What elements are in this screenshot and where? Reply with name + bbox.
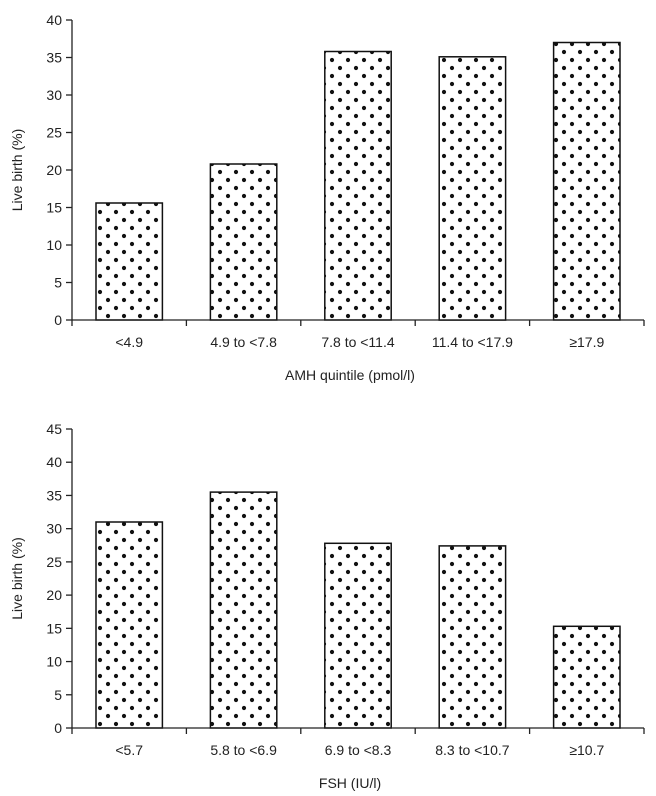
x-tick-label: 5.8 to <6.9 xyxy=(210,742,277,758)
bar-2 xyxy=(209,163,278,321)
y-tick-label: 25 xyxy=(46,554,62,570)
y-tick-label: 15 xyxy=(46,620,62,636)
y-tick-label: 0 xyxy=(54,720,62,736)
x-tick-label: 8.3 to <10.7 xyxy=(435,742,510,758)
bar-3 xyxy=(324,50,392,321)
y-axis-title: Live birth (%) xyxy=(9,537,25,619)
x-tick-label: <5.7 xyxy=(115,742,143,758)
y-tick-label: 5 xyxy=(54,687,62,703)
y-tick-label: 40 xyxy=(46,12,62,28)
y-tick-label: 20 xyxy=(46,587,62,603)
fsh-bar-chart: 0 5 10 15 20 25 30 35 40 45 <5.7 5.8 to <6.9 6.9 to … xyxy=(9,421,645,791)
y-tick-label: 35 xyxy=(46,487,62,503)
bar-5 xyxy=(552,625,621,729)
x-tick-label: ≥10.7 xyxy=(569,742,604,758)
y-tick-label: 40 xyxy=(46,454,62,470)
bar-2 xyxy=(209,491,278,729)
x-tick-label: 4.9 to <7.8 xyxy=(210,334,277,350)
y-tick-label: 15 xyxy=(46,200,62,216)
x-tick-label: ≥17.9 xyxy=(569,334,604,350)
x-tick-label: 6.9 to <8.3 xyxy=(325,742,392,758)
bar-4 xyxy=(438,545,507,729)
x-axis-title: FSH (IU/l) xyxy=(319,775,381,791)
y-tick-label: 5 xyxy=(54,275,62,291)
y-axis-title: Live birth (%) xyxy=(9,129,25,211)
y-tick-label: 10 xyxy=(46,237,62,253)
x-tick-label: <4.9 xyxy=(115,334,143,350)
y-tick-label: 25 xyxy=(46,125,62,141)
amh-bar-chart: 0 5 10 15 20 25 30 35 40 <4.9 4.9 to <7.8 7.8 to <1… xyxy=(9,12,645,383)
y-tick-label: 45 xyxy=(46,421,62,437)
x-tick-label: 7.8 to <11.4 xyxy=(321,334,395,350)
y-tick-label: 35 xyxy=(46,50,62,66)
x-axis-title: AMH quintile (pmol/l) xyxy=(285,367,415,383)
bar-1 xyxy=(95,202,164,321)
bar-4 xyxy=(438,56,507,321)
bar-5 xyxy=(552,41,621,321)
x-tick-label: 11.4 to <17.9 xyxy=(432,334,513,350)
bar-3 xyxy=(324,542,392,729)
y-tick-label: 30 xyxy=(46,521,62,537)
y-tick-label: 10 xyxy=(46,654,62,670)
bar-1 xyxy=(95,521,164,729)
y-tick-label: 20 xyxy=(46,162,62,178)
y-tick-label: 30 xyxy=(46,87,62,103)
y-tick-label: 0 xyxy=(54,312,62,328)
